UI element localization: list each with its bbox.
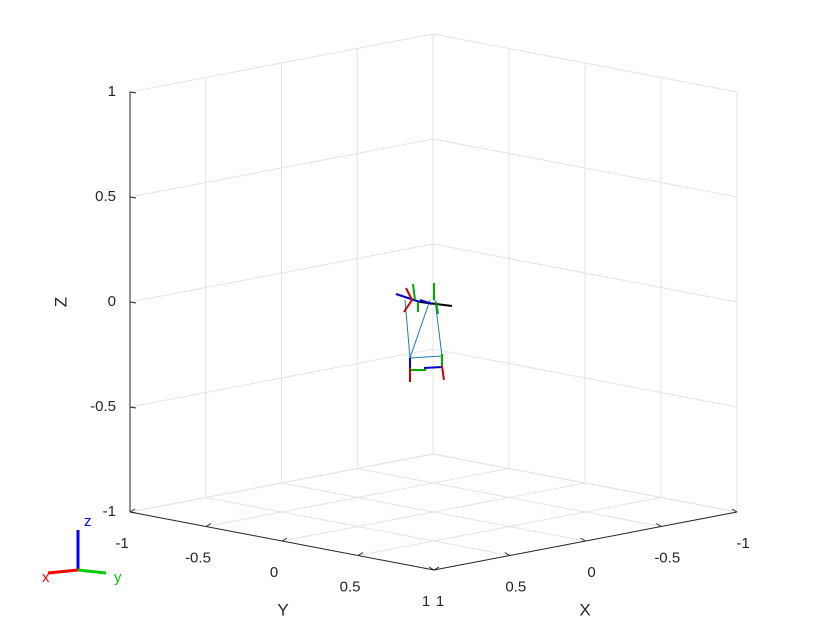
y-tick-label: -1 xyxy=(115,535,128,552)
link xyxy=(434,299,443,357)
y-tick-label: 1 xyxy=(422,593,430,610)
grid-line xyxy=(432,453,738,513)
grid-line xyxy=(281,482,586,542)
triad-x-label: x xyxy=(42,569,50,586)
z-tick-label: 1 xyxy=(108,83,116,100)
frame-axis xyxy=(435,301,439,315)
frame-axis xyxy=(419,299,433,305)
x-tick-label: -1 xyxy=(736,535,749,552)
grid-line xyxy=(357,497,662,556)
z-axis-label: Z xyxy=(51,297,70,307)
robot xyxy=(395,283,453,382)
triad-z-label: z xyxy=(84,513,92,530)
y-tick-label: -0.5 xyxy=(185,549,211,566)
y-tick xyxy=(205,523,212,527)
z-tick-label: 0 xyxy=(108,293,116,310)
grid-line xyxy=(129,243,434,303)
z-tick xyxy=(129,301,137,304)
link xyxy=(409,299,431,359)
x-tick xyxy=(428,566,435,571)
x-tick xyxy=(655,523,662,527)
grid-line xyxy=(432,243,738,303)
z-tick xyxy=(129,406,137,409)
link xyxy=(409,355,443,359)
triad: z x y xyxy=(42,513,122,586)
grid-line xyxy=(205,468,510,527)
frame-axis xyxy=(412,283,416,301)
frame-axis xyxy=(395,293,421,303)
x-tick-label: 0 xyxy=(587,564,595,581)
z-tick xyxy=(129,91,137,94)
y-tick xyxy=(433,566,440,571)
x-tick-label: -0.5 xyxy=(654,549,680,566)
x-tick-label: 1 xyxy=(436,593,444,610)
grid-line xyxy=(129,33,434,93)
grid-line xyxy=(129,138,434,198)
frame-axis xyxy=(423,366,443,369)
y-tick-label: 0.5 xyxy=(340,578,361,595)
y-tick xyxy=(357,552,364,556)
z-tick-label: -0.5 xyxy=(90,398,116,415)
z-tick-label: 0.5 xyxy=(95,188,116,205)
x-tick xyxy=(504,552,511,556)
frame-axis xyxy=(403,299,413,313)
y-axis-label: Y xyxy=(277,600,288,619)
y-tick xyxy=(129,508,136,513)
z-tick xyxy=(129,511,137,514)
x-tick xyxy=(731,508,738,513)
y-tick-label: 0 xyxy=(270,564,278,581)
frame-axis xyxy=(441,365,445,381)
grid-line xyxy=(432,33,738,93)
grid-line xyxy=(129,348,434,408)
frame-axis xyxy=(405,287,413,301)
x-tick-label: 0.5 xyxy=(505,578,526,595)
z-tick xyxy=(129,196,137,199)
x-axis-label: X xyxy=(579,600,590,619)
x-tick xyxy=(580,537,586,542)
triad-y-label: y xyxy=(114,569,122,586)
triad-x xyxy=(47,568,79,575)
grid-line xyxy=(129,453,434,513)
y-tick xyxy=(281,537,288,542)
grid-line xyxy=(432,348,738,408)
z-tick-label: -1 xyxy=(103,503,116,520)
grid-line xyxy=(432,138,738,198)
triad-y xyxy=(77,568,107,575)
